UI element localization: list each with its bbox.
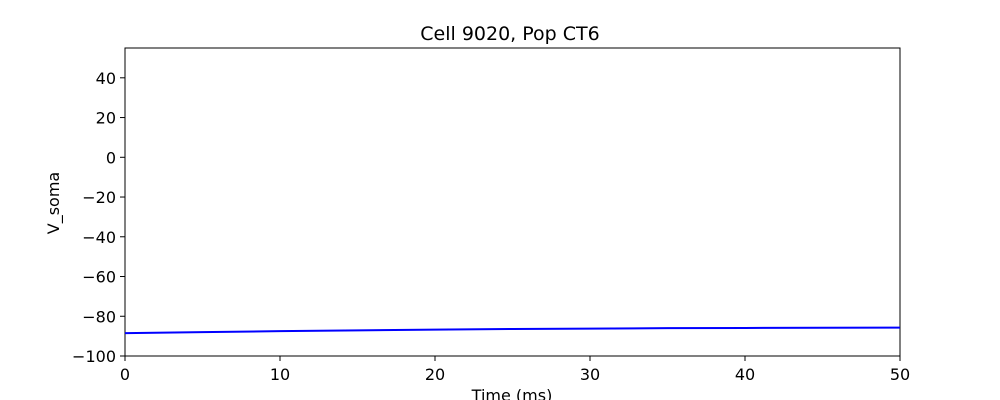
x-tick-label: 50 xyxy=(890,365,910,384)
plot-frame xyxy=(124,47,901,357)
plot-area xyxy=(124,47,901,357)
y-tick-label: −60 xyxy=(82,268,116,287)
y-axis-label: V_soma xyxy=(44,172,64,234)
x-tick-label: 40 xyxy=(735,365,755,384)
x-tick-label: 30 xyxy=(580,365,600,384)
y-tick-label: −20 xyxy=(82,188,116,207)
chart-title: Cell 9020, Pop CT6 xyxy=(420,23,599,45)
y-tick-label: 40 xyxy=(96,69,116,88)
y-tick-label: −80 xyxy=(82,307,116,326)
y-tick-label: 20 xyxy=(96,109,116,128)
x-tick-label: 0 xyxy=(120,365,130,384)
x-tick-label: 20 xyxy=(425,365,445,384)
x-tick-label: 10 xyxy=(270,365,290,384)
y-tick-label: −100 xyxy=(72,347,116,366)
series-line xyxy=(124,326,901,335)
x-axis: 0 10 20 30 40 50 xyxy=(120,356,910,384)
y-tick-label: −40 xyxy=(82,228,116,247)
x-axis-label: Time (ms) xyxy=(471,386,553,400)
y-tick-label: 0 xyxy=(106,148,116,167)
y-axis: −100 −80 −60 −40 −20 0 20 40 xyxy=(72,69,125,366)
series-group xyxy=(124,326,901,335)
